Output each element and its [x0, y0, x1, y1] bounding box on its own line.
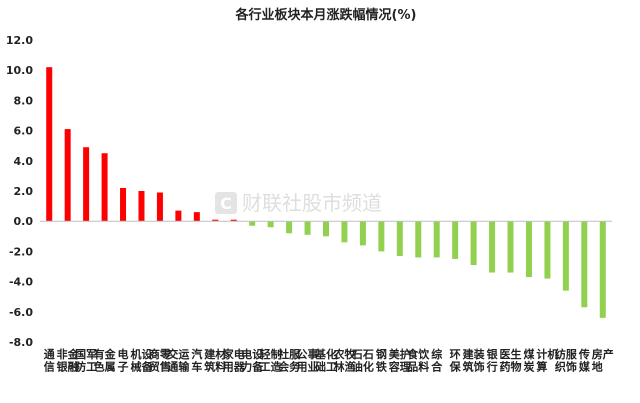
bar — [378, 221, 385, 252]
x-tick-label: 轻工制造 — [260, 347, 283, 374]
bar — [359, 221, 366, 246]
bar — [175, 210, 182, 222]
bar — [562, 221, 569, 291]
watermark-text: 财联社股市频道 — [242, 191, 382, 215]
x-tick-label: 银行 — [486, 347, 499, 374]
y-tick-label: 6.0 — [14, 125, 34, 138]
x-tick-label: 房地产 — [592, 347, 614, 374]
x-tick-label: 电力设备 — [241, 347, 264, 374]
bar — [101, 153, 108, 222]
y-axis: 12.0 10.0 8.0 6.0 4.0 2.0 0.0 -2.0 -4.0 -6.0 -8.0 — [6, 34, 33, 349]
x-tick-label: 石油石化 — [351, 348, 374, 374]
y-tick-label: 10.0 — [6, 64, 33, 77]
bar — [452, 221, 459, 259]
bar — [249, 221, 256, 226]
y-tick-label: 8.0 — [14, 94, 34, 107]
y-tick-label: 0.0 — [14, 215, 34, 228]
bar — [433, 221, 440, 258]
x-tick-label: 家用电器 — [223, 347, 246, 374]
x-tick-label: 国防军工 — [75, 348, 97, 374]
bar — [544, 221, 551, 279]
x-tick-label: 农林牧渔 — [332, 347, 356, 374]
chart-title: 各行业板块本月涨跌幅情况(%) — [235, 7, 417, 23]
bar — [138, 191, 145, 222]
x-tick-label: 综合 — [431, 347, 443, 374]
y-tick-label: 12.0 — [6, 34, 33, 47]
x-axis-labels: 通信非银金融国防军工有色金属电子机械设备商贸零售交通运输汽车建筑材料家用电器电力… — [44, 347, 614, 374]
x-tick-label: 计算机 — [535, 347, 558, 374]
bar — [230, 219, 237, 222]
watermark-logo-letter: C — [220, 194, 232, 213]
bar — [396, 221, 403, 256]
y-tick-label: -4.0 — [9, 276, 33, 289]
x-tick-label: 公用事业 — [297, 347, 319, 374]
bars — [46, 67, 606, 318]
x-tick-label: 美容护理 — [388, 347, 411, 374]
x-tick-label: 通信 — [44, 348, 55, 374]
x-tick-label: 商贸零售 — [149, 347, 172, 374]
bar — [341, 221, 348, 243]
bar — [304, 221, 311, 235]
x-tick-label: 钢铁 — [376, 347, 387, 374]
y-tick-label: -8.0 — [9, 336, 33, 349]
y-tick-label: -2.0 — [9, 245, 33, 258]
x-tick-label: 电子 — [118, 347, 129, 374]
x-tick-label: 煤炭 — [523, 347, 535, 374]
bar — [83, 147, 90, 222]
bar — [581, 221, 588, 308]
x-tick-label: 非银金融 — [57, 347, 80, 374]
y-tick-label: 2.0 — [14, 185, 34, 198]
y-tick-label: -6.0 — [9, 306, 33, 319]
bar — [415, 221, 422, 258]
x-tick-label: 建筑材料 — [204, 347, 226, 374]
bar — [507, 221, 514, 273]
x-tick-label: 交通运输 — [167, 347, 190, 374]
x-tick-label: 医药生物 — [500, 347, 522, 374]
bar — [267, 221, 274, 228]
x-tick-label: 社会服务 — [277, 347, 301, 374]
watermark-logo-icon — [215, 192, 237, 214]
x-tick-label: 环保 — [449, 348, 462, 374]
bar — [525, 221, 532, 278]
x-tick-label: 纺织服饰 — [555, 347, 578, 374]
y-tick-label: 4.0 — [14, 155, 34, 168]
x-tick-label: 建筑装饰 — [463, 347, 485, 374]
bar — [489, 221, 496, 273]
watermark: C 财联社股市频道 — [215, 191, 382, 215]
x-tick-label: 传媒 — [578, 347, 591, 374]
bar — [323, 221, 329, 237]
x-tick-label: 机械设备 — [130, 347, 153, 374]
bar — [470, 221, 477, 265]
bar — [64, 129, 71, 222]
bar — [46, 67, 53, 222]
x-tick-label: 基础化工 — [314, 347, 337, 374]
bar — [120, 187, 127, 222]
bar — [212, 219, 219, 222]
x-tick-label: 有色金属 — [94, 347, 117, 374]
bar — [286, 221, 293, 234]
bar — [156, 192, 163, 222]
x-tick-label: 汽车 — [191, 347, 202, 374]
x-tick-label: 食品饮料 — [407, 347, 430, 374]
bar — [599, 221, 606, 318]
bar — [193, 212, 200, 222]
